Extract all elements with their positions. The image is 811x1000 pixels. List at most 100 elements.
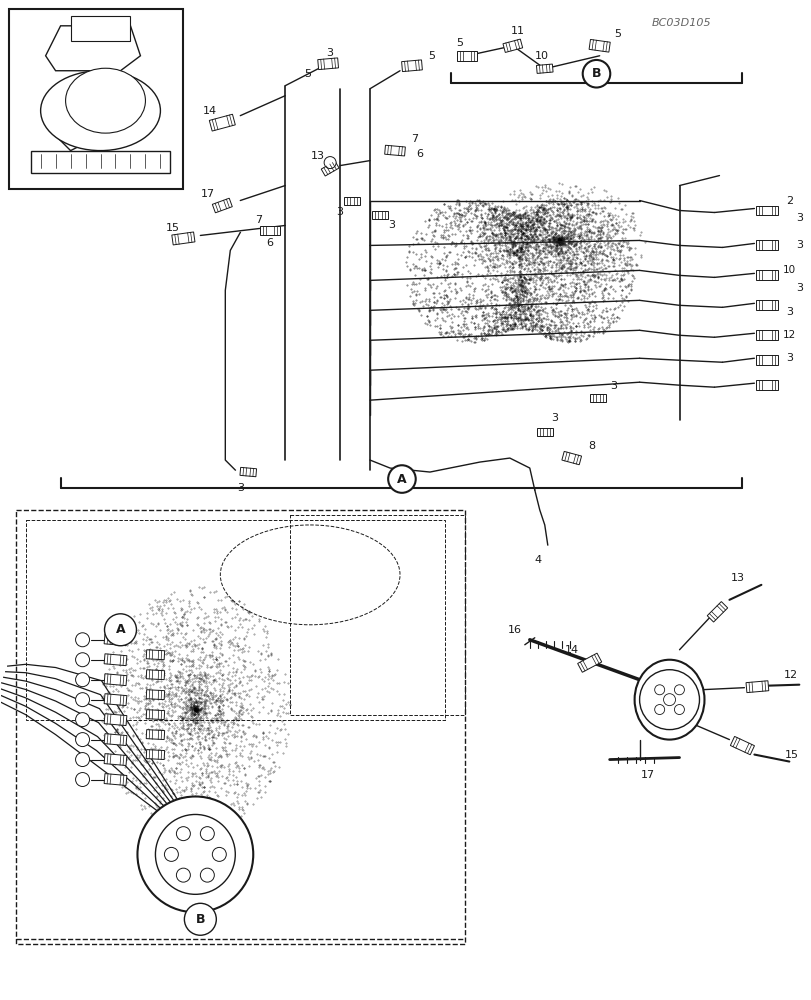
Circle shape <box>674 685 684 695</box>
Ellipse shape <box>634 660 704 740</box>
Text: 17: 17 <box>201 189 215 199</box>
Bar <box>745 681 768 693</box>
Text: 3: 3 <box>609 381 616 391</box>
Circle shape <box>75 633 89 647</box>
Bar <box>561 451 581 465</box>
Bar <box>756 240 778 250</box>
Bar <box>9 9 183 189</box>
Text: 3: 3 <box>551 413 557 423</box>
Text: 7: 7 <box>255 215 261 225</box>
Circle shape <box>582 60 610 88</box>
Bar <box>146 670 165 680</box>
Text: 12: 12 <box>782 330 795 340</box>
Ellipse shape <box>66 68 145 133</box>
Bar <box>536 428 552 436</box>
Bar <box>104 634 127 646</box>
Circle shape <box>155 814 235 894</box>
Circle shape <box>654 705 664 715</box>
Bar <box>104 654 127 666</box>
Text: 15: 15 <box>783 750 797 760</box>
Circle shape <box>176 827 190 841</box>
Text: 13: 13 <box>730 573 744 583</box>
Bar <box>706 602 727 622</box>
Circle shape <box>654 685 664 695</box>
Bar <box>756 206 778 215</box>
Text: B: B <box>591 67 600 80</box>
Bar <box>384 145 405 156</box>
Circle shape <box>663 694 675 706</box>
Bar <box>260 226 280 235</box>
Text: 11: 11 <box>510 26 524 36</box>
Text: 17: 17 <box>640 770 654 780</box>
Text: 5: 5 <box>428 51 435 61</box>
Bar <box>756 330 778 340</box>
Bar <box>212 198 232 213</box>
Bar <box>146 730 165 740</box>
Bar <box>146 710 165 720</box>
Bar <box>344 197 359 205</box>
Bar <box>756 300 778 310</box>
Bar <box>104 694 127 706</box>
FancyBboxPatch shape <box>15 510 465 944</box>
Text: 3: 3 <box>337 207 343 217</box>
Circle shape <box>200 827 214 841</box>
Text: B: B <box>195 913 205 926</box>
Text: BC03D105: BC03D105 <box>651 18 710 28</box>
Bar <box>321 161 339 176</box>
Bar <box>457 51 476 61</box>
Circle shape <box>674 705 684 715</box>
Bar <box>146 690 165 700</box>
Bar <box>588 39 610 52</box>
Text: 13: 13 <box>311 151 324 161</box>
Text: 3: 3 <box>795 283 802 293</box>
Circle shape <box>164 847 178 861</box>
Text: 16: 16 <box>507 625 521 635</box>
Text: 6: 6 <box>266 238 273 248</box>
Text: 3: 3 <box>785 307 792 317</box>
Bar <box>104 774 127 785</box>
Circle shape <box>639 670 698 730</box>
Text: 3: 3 <box>795 213 802 223</box>
Text: 12: 12 <box>783 670 797 680</box>
Circle shape <box>212 847 226 861</box>
Bar <box>401 60 422 72</box>
Bar <box>756 355 778 365</box>
Circle shape <box>137 796 253 912</box>
Bar <box>209 114 235 131</box>
Text: 3: 3 <box>785 353 792 363</box>
Text: 14: 14 <box>564 645 578 655</box>
Text: 3: 3 <box>795 240 802 250</box>
Text: 4: 4 <box>534 555 541 565</box>
Polygon shape <box>45 26 140 71</box>
Circle shape <box>176 868 190 882</box>
Text: A: A <box>115 623 125 636</box>
Circle shape <box>388 465 415 493</box>
Circle shape <box>75 673 89 687</box>
Bar <box>729 736 753 755</box>
Text: 5: 5 <box>613 29 620 39</box>
Text: 3: 3 <box>237 483 243 493</box>
Bar <box>31 151 170 173</box>
Bar <box>104 714 127 726</box>
Text: 10: 10 <box>782 265 795 275</box>
Text: 3: 3 <box>326 48 333 58</box>
Bar <box>104 674 127 686</box>
Bar <box>756 270 778 280</box>
Text: 15: 15 <box>165 223 179 233</box>
Bar <box>146 650 165 660</box>
Text: A: A <box>397 473 406 486</box>
Circle shape <box>324 157 336 169</box>
Text: 10: 10 <box>534 51 548 61</box>
Bar <box>577 653 601 672</box>
Circle shape <box>75 733 89 747</box>
Circle shape <box>75 693 89 707</box>
Circle shape <box>200 868 214 882</box>
Text: 2: 2 <box>785 196 792 206</box>
Text: 6: 6 <box>416 149 423 159</box>
Bar <box>536 64 552 73</box>
Bar <box>104 734 127 746</box>
Text: 3: 3 <box>388 220 395 230</box>
Circle shape <box>105 614 136 646</box>
Circle shape <box>75 653 89 667</box>
Text: 5: 5 <box>304 69 311 79</box>
